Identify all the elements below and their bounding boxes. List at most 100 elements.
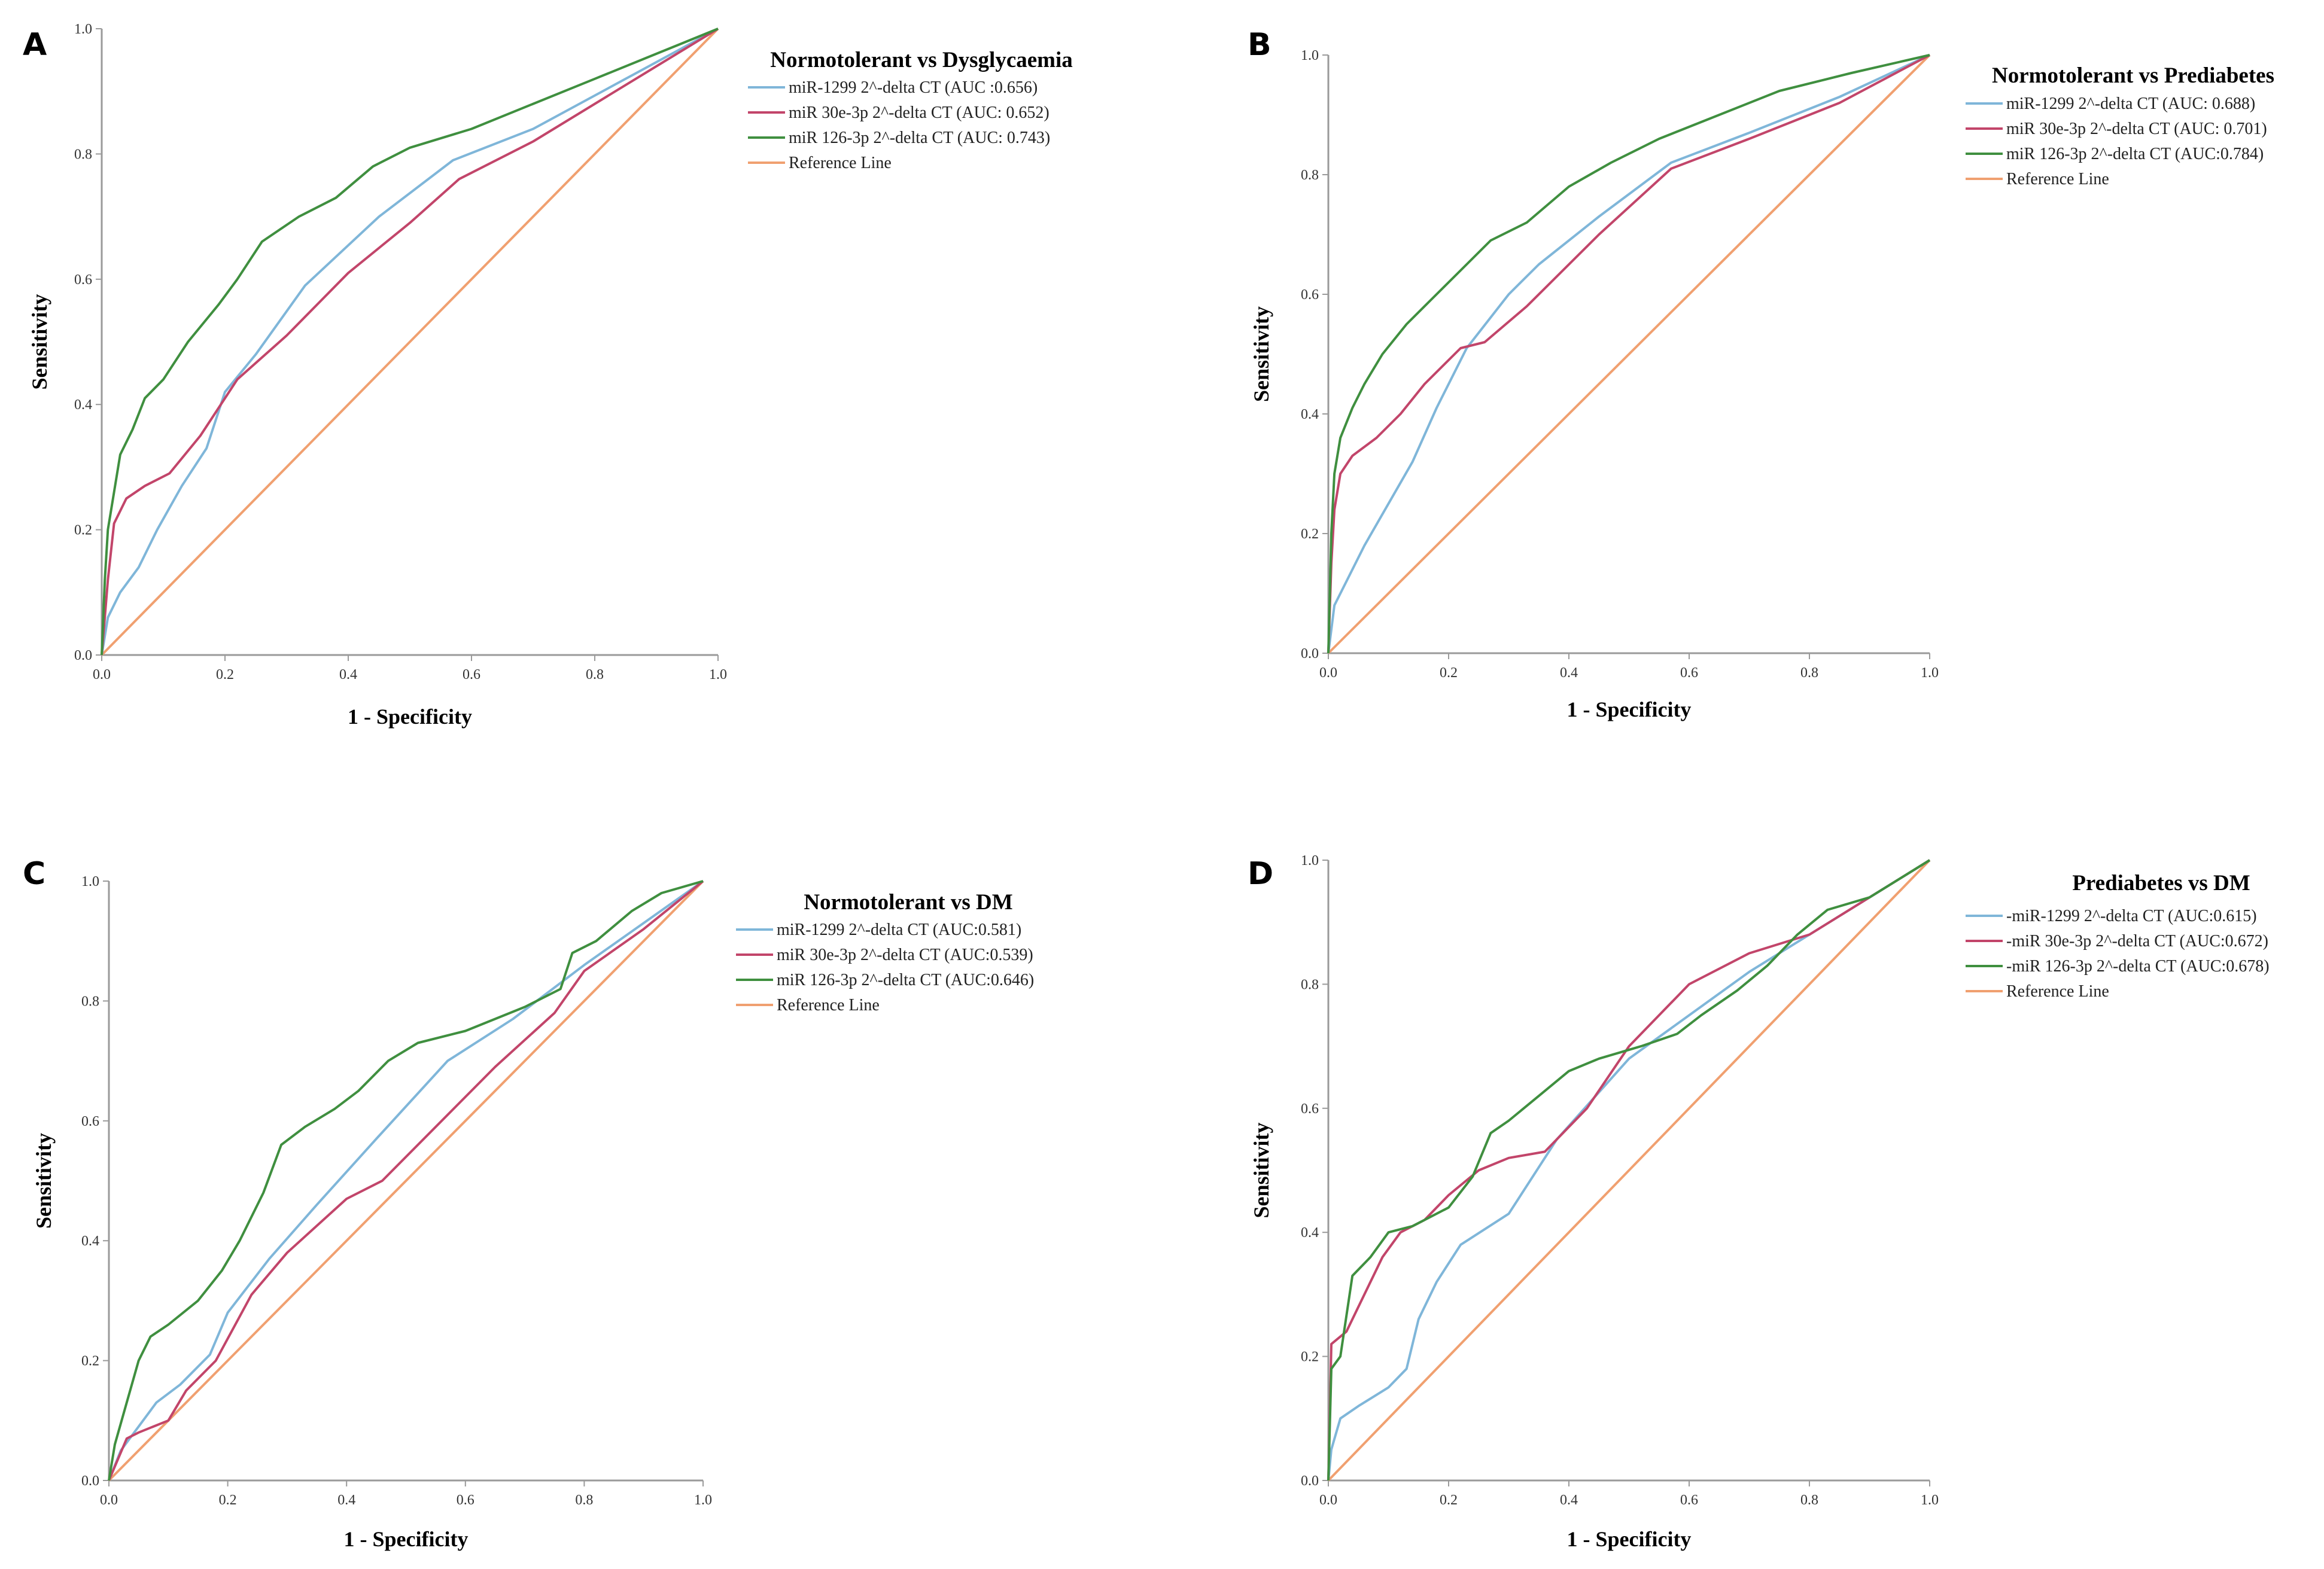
y-tick-label: 0.0 [81, 1473, 99, 1489]
x-tick-label: 0.2 [1440, 1492, 1458, 1508]
legend-entry: miR 30e-3p 2^-delta CT (AUC: 0.652) [789, 103, 1050, 122]
x-tick-label: 0.8 [586, 667, 604, 683]
x-tick-label: 0.6 [1680, 1492, 1698, 1508]
y-tick-label: 0.2 [74, 523, 92, 538]
legend-entry: Reference Line [2006, 170, 2109, 188]
y-tick-label: 0.6 [81, 1114, 99, 1129]
roc-panel-a: A 0.0 0.2 0.4 0.6 0.8 1.0 0.0 0.2 0.4 0.6 0.8 1.0 1 -… [23, 22, 1073, 729]
y-tick-label: 0.2 [1301, 1349, 1319, 1365]
series-line-mir126 [1327, 859, 1931, 1481]
x-tick-label: 0.4 [339, 667, 357, 683]
x-tick-label: 0.4 [337, 1492, 355, 1508]
y-tick-label: 0.2 [1301, 526, 1319, 542]
x-tick-label: 0.2 [219, 1492, 237, 1508]
legend-title: Normotolerant vs Prediabetes [1992, 63, 2274, 88]
y-tick-label: 0.8 [1301, 977, 1319, 992]
y-tick-label: 1.0 [74, 22, 92, 37]
x-tick-label: 0.6 [1680, 665, 1698, 681]
y-axis-label: Sensitivity [1249, 1122, 1273, 1218]
series-line-reference [1327, 54, 1931, 654]
series-line-reference [101, 28, 719, 656]
x-tick-label: 0.8 [1800, 1492, 1818, 1508]
legend-entry: miR 30e-3p 2^-delta CT (AUC:0.539) [777, 946, 1033, 964]
y-tick-label: 0.4 [1301, 407, 1319, 422]
y-tick-label: 1.0 [1301, 48, 1319, 63]
x-axis-label: 1 - Specificity [1567, 1527, 1692, 1551]
x-tick-label: 0.8 [1800, 665, 1818, 681]
x-tick-label: 1.0 [1921, 665, 1939, 681]
legend-entry: miR-1299 2^-delta CT (AUC :0.656) [789, 78, 1038, 97]
legend-entry: miR 30e-3p 2^-delta CT (AUC: 0.701) [2006, 120, 2267, 138]
x-axis-label: 1 - Specificity [344, 1527, 469, 1551]
panel-letter: D [1248, 856, 1273, 892]
y-tick-label: 0.6 [74, 272, 92, 288]
x-tick-label: 0.8 [575, 1492, 593, 1508]
y-tick-label: 0.0 [74, 648, 92, 663]
series-line-mir30e [1327, 54, 1930, 654]
panel-letter: B [1248, 27, 1271, 63]
x-tick-label: 0.4 [1560, 1492, 1578, 1508]
legend-entry: Reference Line [789, 154, 892, 172]
legend-entry: Reference Line [2006, 982, 2109, 1001]
y-axis-label: Sensitivity [32, 1133, 56, 1229]
series-line-mir1299 [1327, 54, 1930, 654]
y-tick-label: 0.8 [81, 994, 99, 1009]
legend-entry: -miR-1299 2^-delta CT (AUC:0.615) [2006, 907, 2257, 925]
x-tick-label: 0.4 [1560, 665, 1578, 681]
panel-letter: C [23, 856, 45, 892]
series-line-mir1299 [1327, 859, 1931, 1481]
x-tick-label: 0.0 [1319, 665, 1337, 681]
y-tick-label: 0.6 [1301, 287, 1319, 303]
legend-title: Normotolerant vs Dysglycaemia [770, 48, 1073, 72]
legend-entry: -miR 30e-3p 2^-delta CT (AUC:0.672) [2006, 932, 2268, 950]
panel-letter: A [23, 27, 47, 63]
series-line-mir30e [1327, 859, 1931, 1481]
legend-title: Prediabetes vs DM [2072, 871, 2250, 895]
y-tick-label: 0.4 [74, 397, 92, 413]
y-tick-label: 0.8 [1301, 167, 1319, 183]
x-tick-label: 1.0 [694, 1492, 712, 1508]
y-tick-label: 0.8 [74, 147, 92, 162]
series-line-mir126 [1327, 54, 1930, 654]
x-tick-label: 0.0 [1319, 1492, 1337, 1508]
series-line-mir1299 [101, 28, 719, 656]
roc-panel-b: B 0.0 0.2 0.4 0.6 0.8 1.0 0.0 0.2 0.4 0.6 0.8 1.0 1 -… [1248, 27, 2274, 721]
legend-entry: miR 126-3p 2^-delta CT (AUC:0.784) [2006, 145, 2264, 163]
series-line-reference [1327, 859, 1931, 1482]
x-tick-label: 0.0 [93, 667, 111, 683]
x-tick-label: 1.0 [1921, 1492, 1939, 1508]
legend-entry: miR-1299 2^-delta CT (AUC:0.581) [777, 921, 1021, 939]
x-tick-label: 0.2 [1440, 665, 1458, 681]
y-tick-label: 1.0 [1301, 853, 1319, 869]
y-tick-label: 0.2 [81, 1354, 99, 1369]
y-tick-label: 0.0 [1301, 646, 1319, 662]
series-line-mir30e [101, 28, 719, 656]
x-tick-label: 0.2 [216, 667, 234, 683]
roc-panel-d: D 0.0 0.2 0.4 0.6 0.8 1.0 0.0 0.2 0.4 0.6 0.8 1.0 1 -… [1248, 853, 2270, 1551]
legend-title: Normotolerant vs DM [804, 890, 1012, 915]
roc-panel-c: C 0.0 0.2 0.4 0.6 0.8 1.0 0.0 0.2 0.4 0.6 0.8 1.0 1 -… [23, 856, 1034, 1551]
legend-entry: Reference Line [777, 996, 880, 1014]
y-tick-label: 0.0 [1301, 1473, 1319, 1489]
series-line-mir1299 [108, 880, 704, 1481]
y-tick-label: 0.6 [1301, 1101, 1319, 1117]
x-tick-label: 0.0 [100, 1492, 118, 1508]
y-axis-label: Sensitivity [1249, 306, 1273, 402]
series-line-mir30e [108, 880, 704, 1481]
y-axis-label: Sensitivity [28, 294, 51, 389]
x-axis-label: 1 - Specificity [348, 705, 472, 729]
y-tick-label: 0.4 [81, 1233, 99, 1249]
legend-entry: miR-1299 2^-delta CT (AUC: 0.688) [2006, 95, 2255, 113]
legend-entry: miR 126-3p 2^-delta CT (AUC:0.646) [777, 971, 1034, 989]
x-tick-label: 0.6 [457, 1492, 474, 1508]
series-line-mir126 [101, 28, 719, 656]
series-line-reference [108, 880, 704, 1482]
x-tick-label: 0.6 [463, 667, 480, 683]
x-tick-label: 1.0 [709, 667, 727, 683]
x-axis-label: 1 - Specificity [1567, 697, 1692, 721]
legend-entry: -miR 126-3p 2^-delta CT (AUC:0.678) [2006, 957, 2270, 976]
y-tick-label: 0.4 [1301, 1225, 1319, 1241]
series-line-mir126 [108, 880, 704, 1481]
